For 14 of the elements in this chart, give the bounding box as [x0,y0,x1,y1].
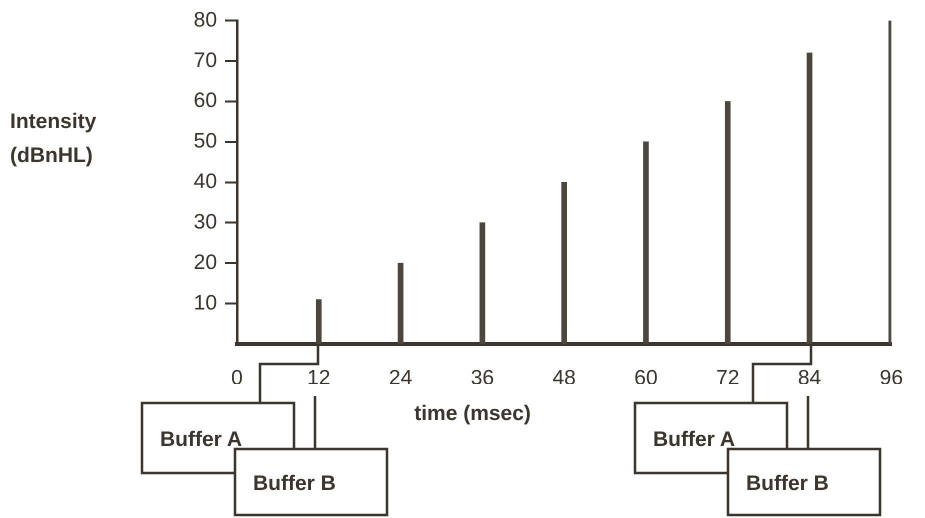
text: Buffer B [746,472,829,495]
y-axis-title: Intensity (dBnHL) [10,110,97,167]
text: Buffer A [160,428,242,451]
y-tick-label: 80 [194,8,217,32]
y-tick-label: 30 [194,210,217,234]
y-tick-label: 50 [194,130,217,153]
y-tick-label: 20 [194,250,217,274]
y-tick-label: 10 [194,291,217,314]
text: Buffer B [253,472,336,495]
text: Buffer A [653,428,736,451]
y-tick-label: 60 [194,89,217,112]
y-tick-label: 70 [194,48,217,72]
x-axis-title: time (msec) [414,402,531,425]
y-tick-label: 40 [194,170,217,194]
